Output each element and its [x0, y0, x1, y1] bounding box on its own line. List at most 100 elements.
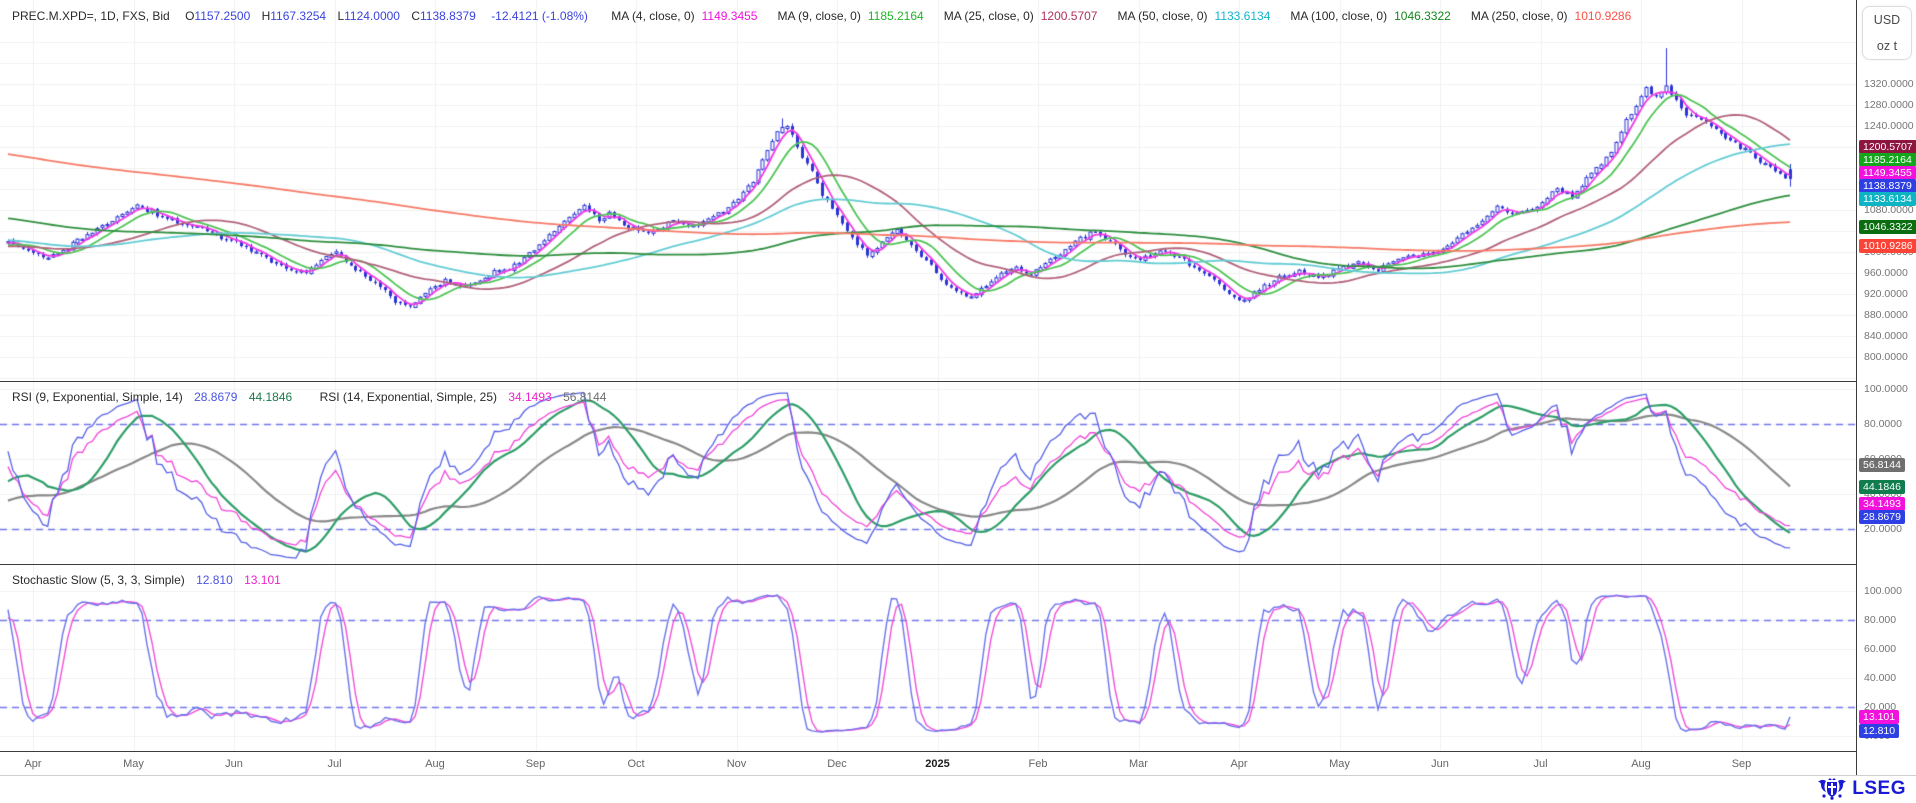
stoch-label: Stochastic Slow (5, 3, 3, Simple)	[12, 573, 185, 587]
price-tick: 1240.0000	[1864, 119, 1914, 132]
axis-badge: 1200.5707	[1859, 139, 1916, 154]
month-label: Oct	[627, 758, 645, 770]
ma-legend-label: MA (25, close, 0)	[943, 9, 1034, 23]
stoch-d-value: 13.101	[244, 573, 281, 587]
panel-separator	[0, 751, 1916, 752]
rsi-tick: 100.0000	[1864, 383, 1908, 395]
bottom-bar: LSEG	[0, 776, 1916, 803]
ma-legend-value: 1133.6134	[1214, 9, 1271, 23]
lseg-logo: LSEG	[1817, 778, 1906, 800]
axis-badge: 13.101	[1859, 710, 1900, 724]
rsi-tick: 20.0000	[1864, 523, 1902, 535]
axis-badge: 12.810	[1859, 723, 1900, 738]
close-value: 1138.8379	[420, 9, 476, 23]
change-readout: -12.4121 (-1.08%)	[491, 9, 588, 23]
month-label: Sep	[1731, 758, 1752, 770]
ma-legend-value: 1185.2164	[867, 9, 924, 23]
axis-badge: 1185.2164	[1859, 152, 1916, 167]
ma-legend-item[interactable]: MA (50, close, 0) 1133.6134	[1117, 9, 1270, 23]
month-label: Aug	[425, 758, 445, 770]
rsi1-label: RSI (9, Exponential, Simple, 14)	[12, 390, 183, 404]
price-tick: 880.0000	[1864, 308, 1908, 321]
axis-badge: 34.1493	[1859, 497, 1905, 512]
ohlc-readout: O1157.2500 H1167.3254 L1124.0000 C1138.8…	[185, 9, 479, 23]
price-tick: 960.0000	[1864, 266, 1908, 279]
unit-measure: oz t	[1876, 39, 1898, 53]
ma-legend-item[interactable]: MA (4, close, 0) 1149.3455	[611, 9, 757, 23]
rsi2-label: RSI (14, Exponential, Simple, 25)	[319, 390, 497, 404]
month-label: Jul	[1533, 758, 1548, 770]
price-tick: 1280.0000	[1864, 98, 1914, 111]
rsi-legend[interactable]: RSI (9, Exponential, Simple, 14) 28.8679…	[12, 390, 606, 404]
month-label: Mar	[1129, 758, 1148, 770]
ma-legend-item[interactable]: MA (9, close, 0) 1185.2164	[777, 9, 923, 23]
instrument-title[interactable]: PREC.M.XPD=, 1D, FXS, Bid	[12, 9, 170, 23]
panel-separator	[0, 381, 1916, 382]
time-axis[interactable]: Apr May Jun Jul Aug Sep Oct Nov Dec 2025 Feb Mar Apr…	[0, 752, 1856, 775]
stoch-tick: 60.000	[1864, 643, 1897, 655]
price-tick: 840.0000	[1864, 329, 1908, 342]
month-label: Sep	[525, 758, 546, 770]
ma-legend-label: MA (9, close, 0)	[777, 9, 861, 23]
ma-legend-item[interactable]: MA (250, close, 0) 1010.9286	[1471, 9, 1631, 23]
lseg-crest-icon	[1818, 778, 1847, 800]
stoch-tick: 80.000	[1864, 614, 1897, 626]
month-label: Aug	[1631, 758, 1651, 770]
open-label: O	[185, 9, 195, 23]
panel-separator	[0, 564, 1916, 565]
month-label: Nov	[726, 758, 747, 770]
ma-legend-value: 1010.9286	[1574, 9, 1632, 23]
price-chart-canvas[interactable]	[0, 0, 1856, 775]
ma-legend-label: MA (100, close, 0)	[1290, 9, 1388, 23]
ma-legend-value: 1149.3455	[701, 9, 758, 23]
rsi-tick: 80.0000	[1864, 418, 1902, 430]
month-label: Jul	[327, 758, 342, 770]
stochastic-legend[interactable]: Stochastic Slow (5, 3, 3, Simple) 12.810…	[12, 573, 281, 587]
low-value: 1124.0000	[344, 9, 400, 23]
low-label: L	[337, 9, 345, 23]
close-label: C	[411, 9, 420, 23]
stoch-tick: 100.000	[1864, 585, 1902, 597]
price-tick: 1320.0000	[1864, 77, 1914, 90]
month-label: 2025	[925, 758, 950, 770]
ma-legend-label: MA (4, close, 0)	[611, 9, 695, 23]
rsi1-value: 28.8679	[194, 390, 238, 404]
axis-badge: 1046.3322	[1859, 220, 1916, 235]
ma-legend-item[interactable]: MA (100, close, 0) 1046.3322	[1290, 9, 1450, 23]
rsi2-value: 34.1493	[508, 390, 552, 404]
main-chart-legend: PREC.M.XPD=, 1D, FXS, Bid O1157.2500 H11…	[12, 9, 1854, 23]
unit-box[interactable]: USD oz t	[1862, 6, 1912, 60]
axis-badge: 1138.8379	[1859, 179, 1916, 194]
axis-badge: 28.8679	[1859, 510, 1905, 525]
month-label: Apr	[24, 758, 42, 770]
ma-legend-value: 1046.3322	[1394, 9, 1451, 23]
ma-legend-label: MA (250, close, 0)	[1470, 9, 1568, 23]
ma-legend-item[interactable]: MA (25, close, 0) 1200.5707	[944, 9, 1098, 23]
price-axis[interactable]: 1320.00001280.00001240.00001200.00001160…	[1857, 0, 1916, 775]
price-tick: 920.0000	[1864, 287, 1908, 300]
month-label: Apr	[1230, 758, 1248, 770]
axis-bottom-border	[0, 775, 1916, 776]
month-label: Jun	[1431, 758, 1449, 770]
stoch-tick: 40.000	[1864, 672, 1897, 684]
ma-legend-value: 1200.5707	[1040, 9, 1098, 23]
high-value: 1167.3254	[270, 9, 327, 23]
month-label: Feb	[1028, 758, 1048, 770]
rsi2-ma-value: 56.8144	[563, 390, 607, 404]
axis-badge: 1010.9286	[1859, 239, 1916, 254]
ma-legend: MA (4, close, 0) 1149.3455 MA (9, close, 0…	[591, 9, 1631, 23]
axis-badge: 1149.3455	[1859, 166, 1916, 181]
lseg-logo-text: LSEG	[1852, 778, 1906, 799]
unit-currency: USD	[1873, 13, 1901, 27]
high-label: H	[261, 9, 271, 23]
axis-badge: 56.8144	[1859, 457, 1905, 472]
month-label: Dec	[827, 758, 847, 770]
price-tick: 800.0000	[1864, 350, 1908, 363]
open-value: 1157.2500	[194, 9, 251, 23]
axis-badge: 1133.6134	[1859, 192, 1916, 207]
month-label: May	[1329, 758, 1350, 770]
price-tick: 1080.0000	[1864, 203, 1914, 216]
ma-legend-label: MA (50, close, 0)	[1117, 9, 1208, 23]
month-label: May	[123, 758, 144, 770]
